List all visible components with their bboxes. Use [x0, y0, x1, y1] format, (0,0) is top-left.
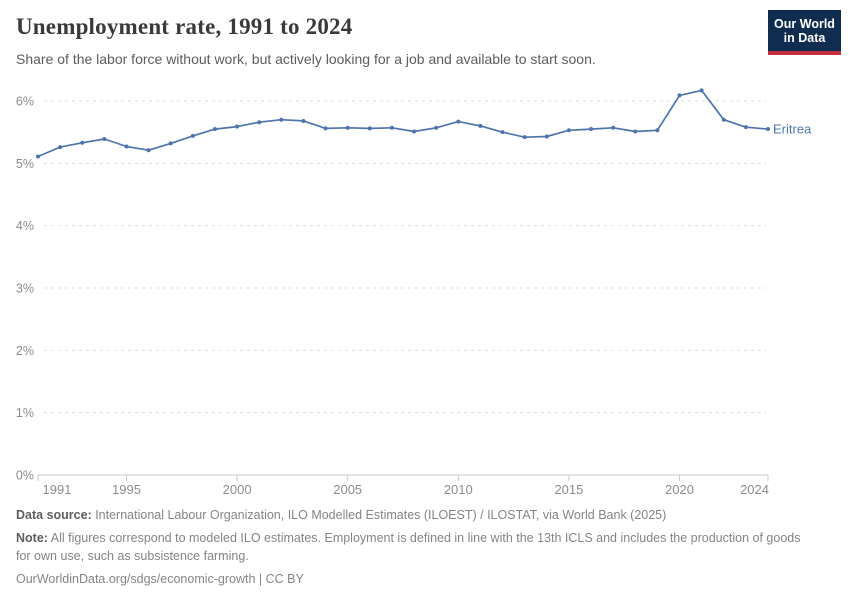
- data-point: [500, 130, 505, 135]
- series-end-label: Eritrea: [773, 122, 812, 137]
- x-tick-label: 2010: [444, 482, 473, 497]
- data-point: [146, 148, 151, 153]
- data-source-label: Data source:: [16, 508, 92, 522]
- y-tick-label: 0%: [16, 469, 34, 483]
- y-tick-label: 4%: [16, 219, 34, 233]
- data-point: [721, 117, 726, 122]
- data-point: [279, 117, 284, 122]
- y-tick-label: 2%: [16, 344, 34, 358]
- y-tick-label: 5%: [16, 157, 34, 171]
- data-point: [323, 126, 328, 131]
- data-point: [102, 137, 107, 142]
- chart-subtitle: Share of the labor force without work, b…: [16, 51, 596, 67]
- data-point: [566, 128, 571, 133]
- data-point: [124, 144, 129, 149]
- note-label: Note:: [16, 531, 48, 545]
- data-point: [743, 125, 748, 130]
- data-point: [212, 127, 217, 132]
- data-point: [345, 125, 350, 130]
- data-point: [257, 120, 262, 125]
- data-point: [589, 127, 594, 132]
- data-point: [478, 123, 483, 128]
- data-point: [36, 154, 40, 159]
- x-tick-label: 2000: [223, 482, 252, 497]
- data-point: [367, 126, 372, 131]
- y-tick-label: 1%: [16, 406, 34, 420]
- owid-logo-red-strip: [768, 51, 841, 55]
- line-chart: 0% 1% 2% 3% 4% 5% 6% 1991 1995 2000 2005 2010 2015 20…: [16, 88, 812, 497]
- x-tick-label: 2024: [740, 482, 769, 497]
- data-point: [456, 119, 461, 124]
- data-point: [655, 128, 660, 133]
- owid-logo[interactable]: Our World in Data: [768, 10, 841, 55]
- series-line: [37, 89, 769, 158]
- data-point: [434, 125, 439, 130]
- data-point: [389, 125, 394, 130]
- data-point: [58, 145, 63, 150]
- data-point: [544, 134, 549, 139]
- data-source-line: Data source: International Labour Organi…: [16, 506, 808, 524]
- data-point: [677, 93, 682, 98]
- y-tick-label: 3%: [16, 282, 34, 296]
- x-tick-label: 1991: [43, 482, 72, 497]
- x-tick-label: 1995: [112, 482, 141, 497]
- note-text: All figures correspond to modeled ILO es…: [16, 531, 801, 563]
- x-tick-label: 2020: [665, 482, 694, 497]
- data-point: [766, 127, 770, 132]
- data-point: [301, 118, 306, 123]
- data-point: [235, 124, 240, 129]
- owid-logo-text: Our World in Data: [774, 16, 835, 45]
- x-tick-label: 2015: [554, 482, 583, 497]
- x-tick-label: 2005: [333, 482, 362, 497]
- data-point: [190, 133, 195, 138]
- y-tick-label: 6%: [16, 95, 34, 109]
- data-source-text: International Labour Organization, ILO M…: [91, 508, 667, 522]
- data-point: [633, 129, 638, 134]
- note-line: Note: All figures correspond to modeled …: [16, 529, 808, 565]
- footer-url[interactable]: OurWorldinData.org/sdgs/economic-growth …: [16, 572, 304, 586]
- data-point: [611, 125, 616, 130]
- data-point: [699, 88, 704, 93]
- data-point: [168, 141, 173, 146]
- data-point: [412, 129, 417, 134]
- page-title: Unemployment rate, 1991 to 2024: [16, 14, 353, 39]
- chart-footer: Data source: International Labour Organi…: [16, 506, 808, 593]
- data-point: [80, 140, 85, 145]
- data-point: [522, 135, 527, 140]
